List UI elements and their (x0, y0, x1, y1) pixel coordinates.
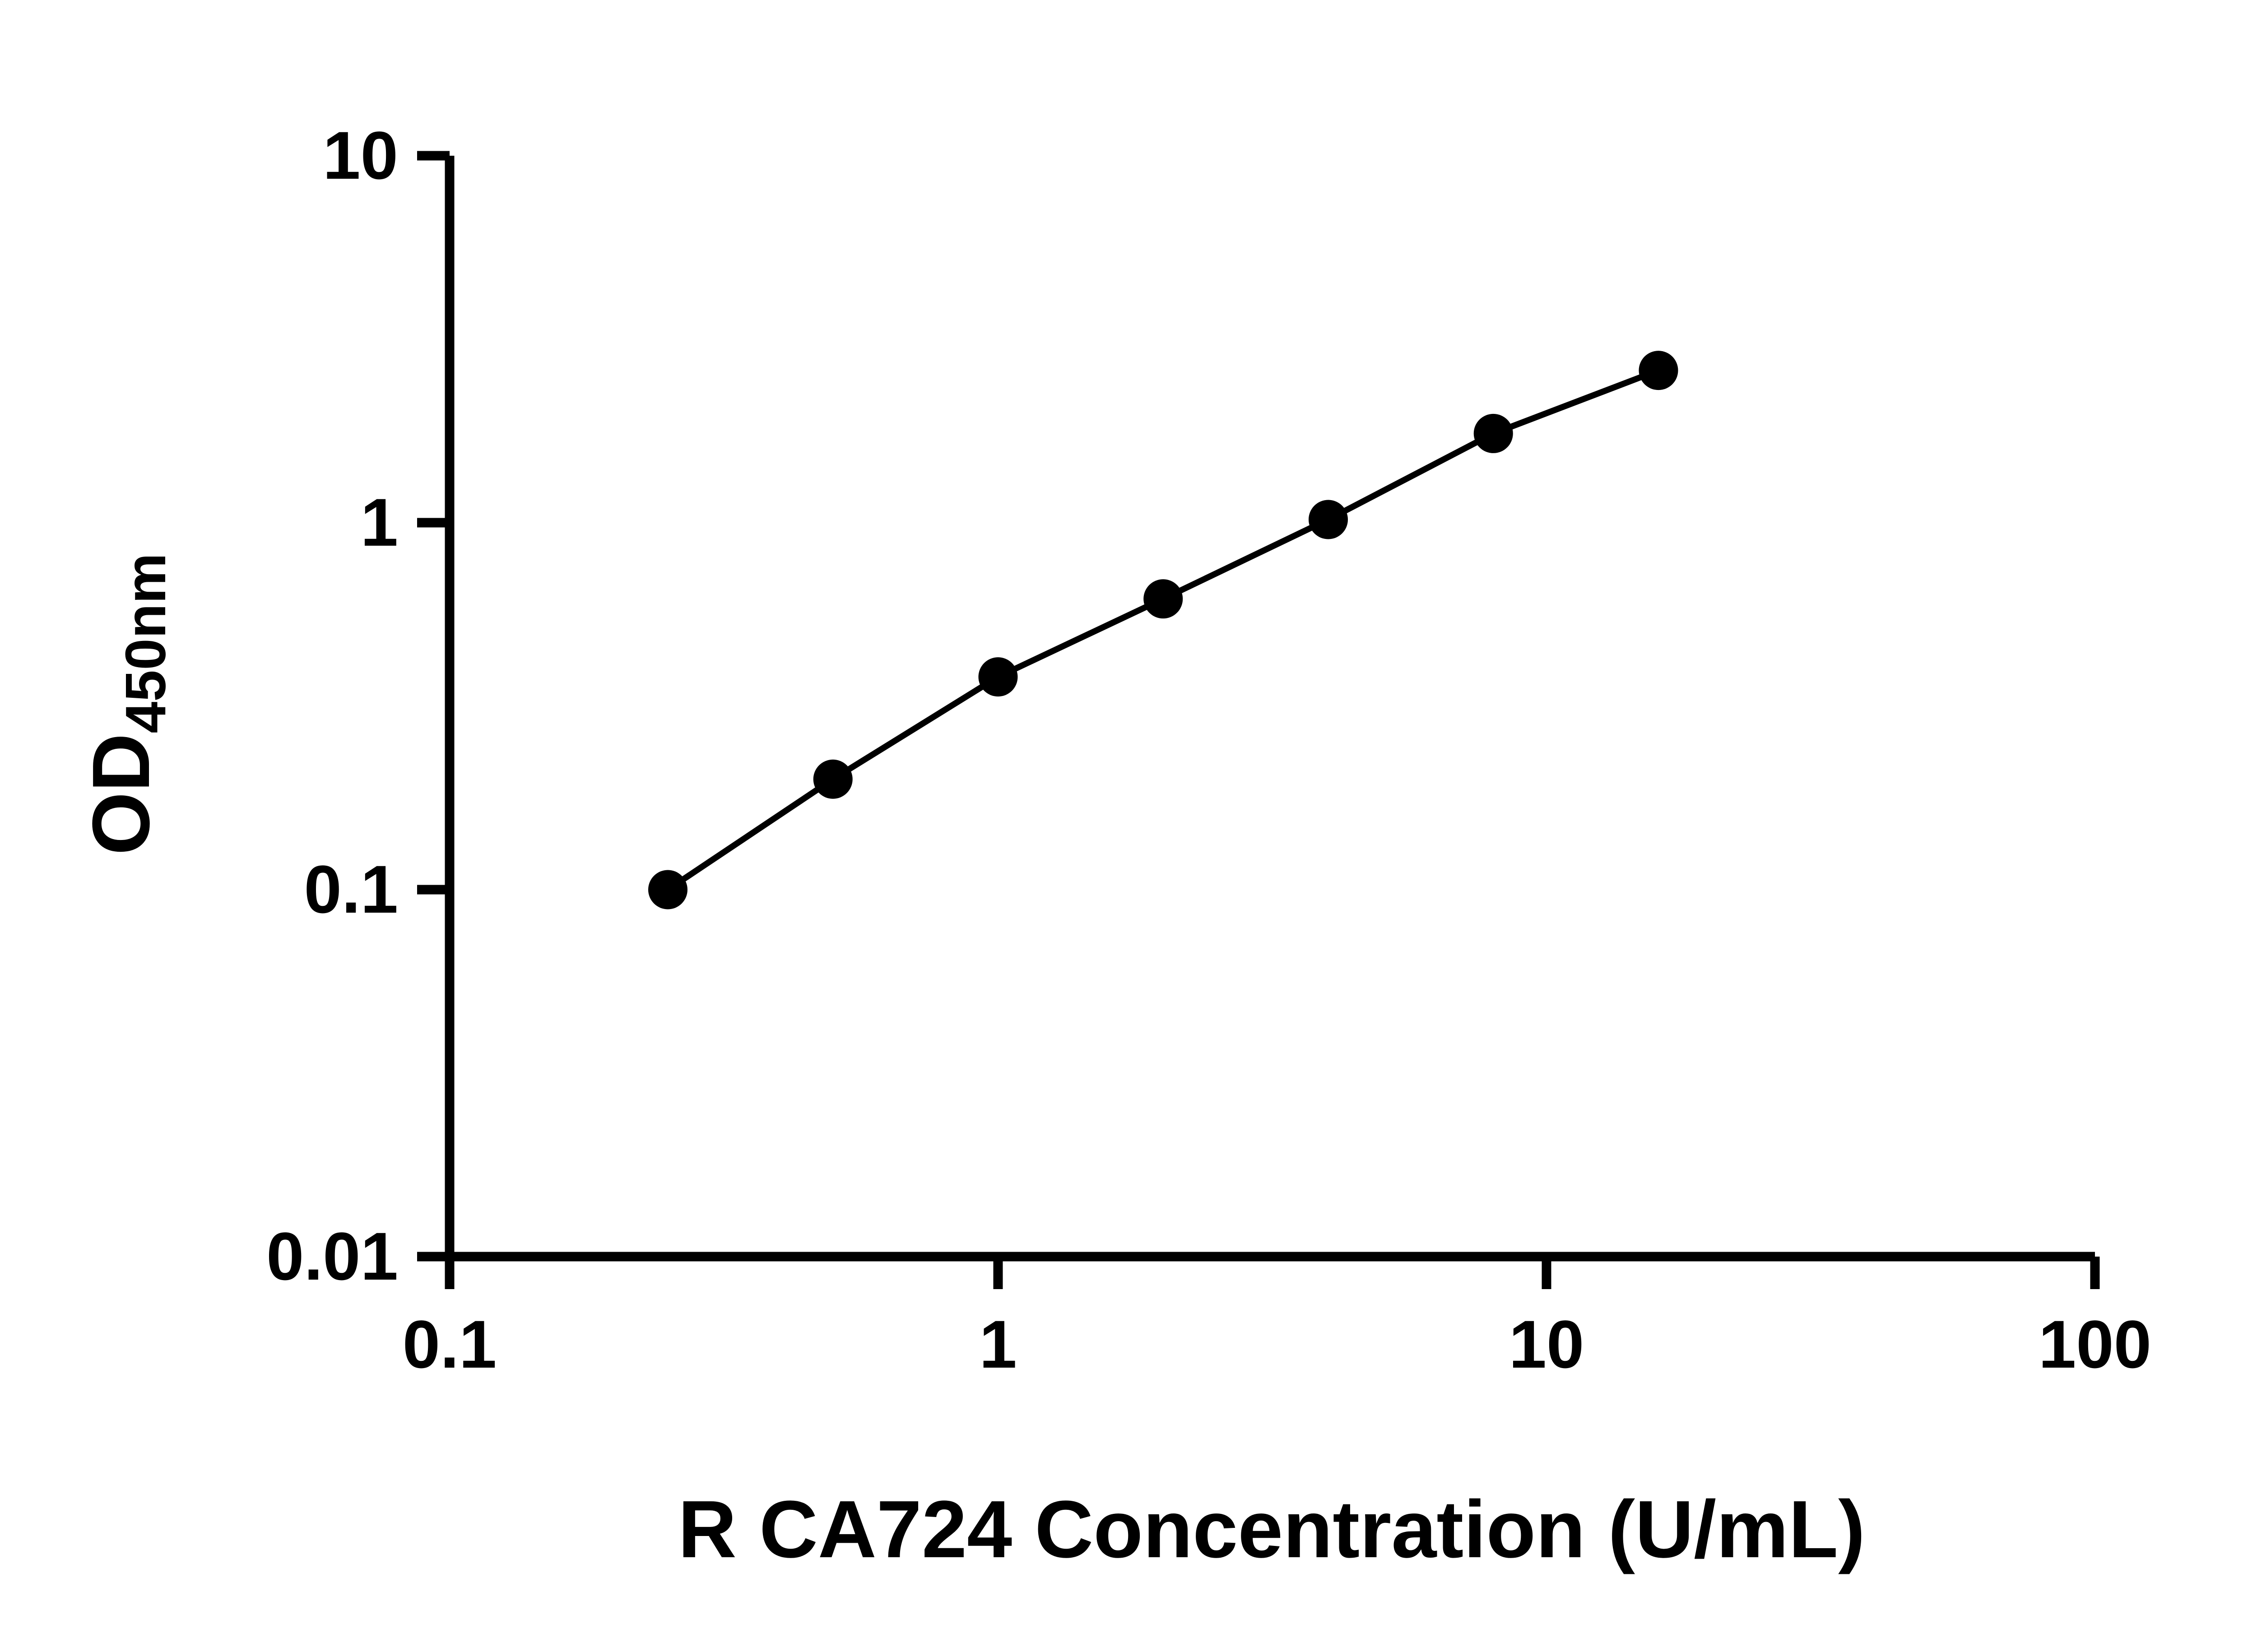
data-series (648, 351, 1678, 910)
y-axis-title-subscript: 450nm (114, 553, 177, 733)
x-tick-label: 100 (2039, 1306, 2151, 1382)
series-line (666, 367, 1660, 892)
data-point (813, 759, 853, 799)
data-point (1639, 351, 1678, 390)
x-tick-label: 1 (979, 1306, 1017, 1382)
data-point (1143, 579, 1183, 619)
x-tick-label: 10 (1509, 1306, 1584, 1382)
x-tick-label: 0.1 (403, 1306, 497, 1382)
y-tick-label: 0.1 (304, 851, 398, 927)
data-point (648, 870, 687, 910)
data-point (1309, 500, 1348, 539)
y-axis-title-prefix: OD (76, 733, 167, 855)
data-point (1473, 413, 1513, 453)
y-tick-label: 1 (361, 484, 398, 560)
y-tick-label: 10 (323, 117, 398, 193)
x-axis-title: R CA724 Concentration (U/mL) (678, 1484, 1865, 1575)
y-axis-title: OD450nm (76, 553, 177, 855)
axes (445, 156, 2095, 1262)
axis-ticks (417, 151, 2100, 1289)
y-tick-label: 0.01 (266, 1218, 398, 1294)
data-point (978, 657, 1018, 697)
